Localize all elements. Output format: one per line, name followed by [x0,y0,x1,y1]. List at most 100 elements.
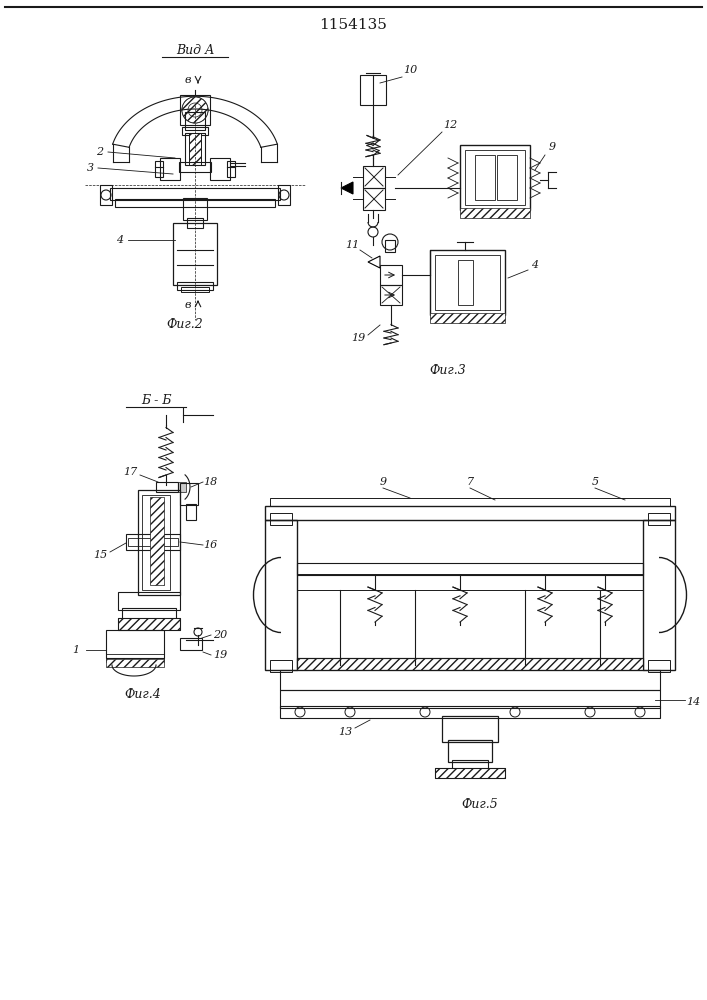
Bar [430,250,505,315]
Bar [270,498,670,506]
Bar [380,265,402,285]
Text: 20: 20 [213,630,227,640]
Bar [297,658,643,670]
Bar [155,161,163,177]
Bar [180,638,202,650]
Bar [106,659,164,667]
Bar [106,630,164,658]
Bar [118,592,180,610]
Bar [173,223,217,285]
Bar [142,495,170,590]
Text: 9: 9 [549,142,556,152]
Bar [182,127,208,135]
Text: Фиг.5: Фиг.5 [462,798,498,812]
Bar [280,706,660,718]
Bar [118,618,180,630]
Bar [179,162,211,172]
Bar [156,482,178,492]
Text: Б - Б: Б - Б [141,393,171,406]
Bar [497,155,517,200]
Text: 1: 1 [72,645,80,655]
Bar [360,75,386,105]
Bar [435,768,505,778]
Bar [106,654,164,662]
Text: 16: 16 [203,540,217,550]
Bar [270,513,292,525]
Bar [138,490,180,595]
Bar [227,161,235,177]
Text: Фиг.3: Фиг.3 [430,363,467,376]
Text: 18: 18 [203,477,217,487]
Bar [410,660,420,670]
Bar [128,538,178,546]
Polygon shape [368,256,380,268]
Text: 4: 4 [117,235,124,245]
Bar [126,534,180,550]
Bar [265,520,297,670]
Bar [363,188,385,210]
Bar [183,198,207,220]
Text: 15: 15 [93,550,107,560]
Bar [160,158,180,180]
Bar [177,282,213,290]
Bar [643,520,675,670]
Bar [435,768,505,778]
Bar [185,112,205,130]
Bar [278,185,290,205]
Bar [475,155,495,200]
Text: 4: 4 [532,260,539,270]
Bar [520,660,530,670]
Bar [118,618,180,630]
Text: Фиг.4: Фиг.4 [124,688,161,702]
Text: 19: 19 [351,333,365,343]
Text: в: в [185,75,192,85]
Bar [181,287,209,292]
Bar [210,158,230,180]
Bar [363,166,385,188]
Bar [465,150,525,205]
Bar [280,690,660,708]
Circle shape [182,97,208,123]
Bar [648,513,670,525]
Bar [265,506,675,520]
Bar [122,608,176,620]
Bar [648,660,670,672]
Bar [297,574,643,590]
Bar [100,185,112,205]
Bar [452,760,488,770]
Bar [186,504,196,520]
Bar [442,716,498,742]
Bar [335,660,345,670]
Bar [180,95,210,125]
Text: Фиг.2: Фиг.2 [167,318,204,332]
Text: 19: 19 [213,650,227,660]
Bar [185,133,205,165]
Bar [430,313,505,323]
Text: 7: 7 [467,477,474,487]
Bar [187,218,203,228]
Bar [460,208,530,218]
Bar [115,199,275,207]
Text: Вид А: Вид А [176,43,214,56]
Text: 17: 17 [123,467,137,477]
Text: 12: 12 [443,120,457,130]
Bar [270,660,292,672]
Bar [178,482,186,492]
Text: 13: 13 [338,727,352,737]
Text: 9: 9 [380,477,387,487]
Bar [458,260,473,305]
Bar [280,670,660,690]
Text: в: в [185,300,192,310]
Bar [435,255,500,310]
Bar [189,133,201,165]
Polygon shape [341,182,353,194]
Text: 2: 2 [96,147,103,157]
Bar [595,660,605,670]
Text: 10: 10 [403,65,417,75]
Bar [385,240,395,252]
Text: 3: 3 [86,163,93,173]
Bar [297,563,643,575]
Bar [297,658,643,670]
Text: 5: 5 [592,477,599,487]
Bar [110,188,280,200]
